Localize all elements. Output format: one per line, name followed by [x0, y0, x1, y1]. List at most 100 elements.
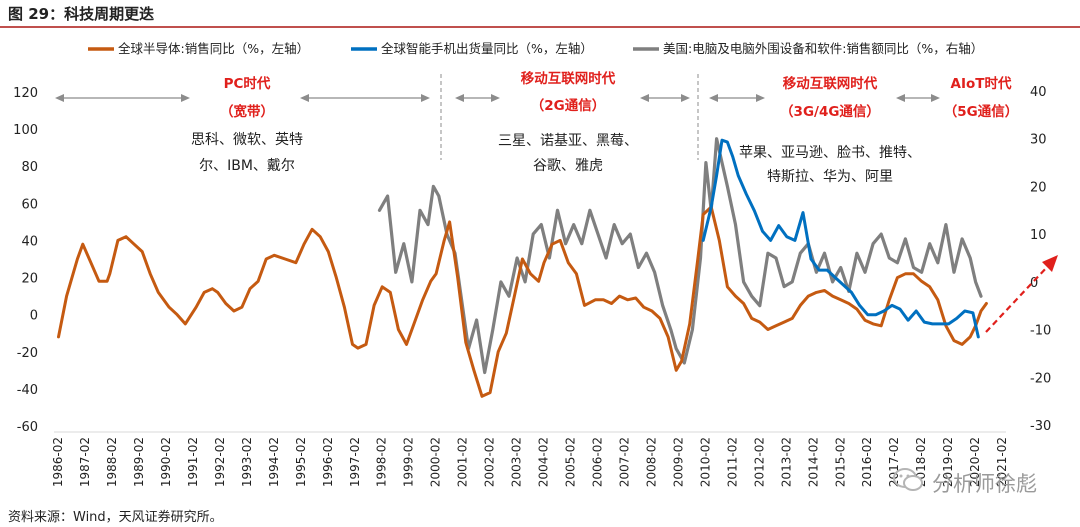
x-tick-28: 2014-02	[806, 437, 820, 487]
y-left-tick-4: 20	[21, 272, 38, 287]
era-subtitle-2: （3G/4G通信）	[780, 103, 880, 120]
y-left-tick-1: -40	[17, 383, 38, 398]
figure-title: 图 29：科技周期更迭	[8, 5, 155, 23]
x-tick-4: 1990-02	[159, 437, 173, 487]
era-annotations: PC时代 （宽带） 思科、微软、英特尔、IBM、戴尔 移动互联网时代 （2G通信） 三星、…	[55, 70, 1018, 185]
series-line-1	[701, 138, 980, 339]
x-tick-31: 2017-02	[887, 437, 901, 487]
trend-arrow-head	[1042, 255, 1058, 272]
era-companies-2-1: 特斯拉、华为、阿里	[767, 169, 893, 185]
era-subtitle-3: （5G通信）	[944, 103, 1018, 120]
era-companies-1-1: 谷歌、雅虎	[533, 158, 603, 174]
axes: -60 -40 -20 0 20 40 60 80 100 120 -30 -20 -10 0 10 20 30…	[13, 85, 1051, 487]
x-tick-19: 2005-02	[564, 437, 578, 487]
y-right-tick-3: 0	[1030, 276, 1038, 291]
era-arrow-3g-left-head-right	[756, 94, 765, 102]
y-left-tick-6: 60	[21, 197, 38, 212]
series-line-0	[57, 205, 988, 398]
x-tick-6: 1992-02	[213, 437, 227, 487]
x-tick-13: 1999-02	[402, 437, 416, 487]
x-tick-26: 2012-02	[752, 437, 766, 487]
y-left-tick-9: 120	[13, 86, 38, 101]
x-tick-25: 2011-02	[725, 437, 739, 487]
era-title-0: PC时代	[224, 75, 271, 92]
era-companies-2-0: 苹果、亚马逊、脸书、推特、	[739, 145, 921, 161]
watermark: 分析师徐彪	[932, 472, 1037, 496]
y-left-tick-2: -20	[17, 346, 38, 361]
era-subtitle-1: （2G通信）	[531, 97, 605, 114]
legend: 全球半导体:销售同比（%，左轴） 全球智能手机出货量同比（%，左轴） 美国:电脑及电…	[88, 41, 983, 56]
era-title-3: AIoT时代	[951, 75, 1012, 92]
era-companies-0-1: 尔、IBM、戴尔	[199, 158, 295, 174]
era-arrow-3g-right-head-left	[896, 94, 905, 102]
x-tick-23: 2009-02	[671, 437, 685, 487]
x-tick-27: 2013-02	[779, 437, 793, 487]
x-tick-10: 1996-02	[321, 437, 335, 487]
y-left-tick-3: 0	[30, 309, 38, 324]
title-divider	[0, 26, 1080, 28]
x-tick-12: 1998-02	[375, 437, 389, 487]
era-title-1: 移动互联网时代	[521, 70, 616, 87]
x-tick-16: 2002-02	[483, 437, 497, 487]
x-tick-2: 1988-02	[105, 437, 119, 487]
x-tick-30: 2016-02	[860, 437, 874, 487]
era-arrow-3g-left-head-left	[709, 94, 718, 102]
x-tick-3: 1989-02	[132, 437, 146, 487]
x-tick-35: 2021-02	[995, 437, 1009, 487]
x-tick-5: 1991-02	[186, 437, 200, 487]
era-arrow-pc-left-head-left	[55, 94, 64, 102]
y-left-tick-0: -60	[17, 420, 38, 435]
x-tick-20: 2006-02	[591, 437, 605, 487]
y-left-tick-5: 40	[21, 234, 38, 249]
era-arrow-3g-right-head-right	[931, 94, 940, 102]
era-arrow-2g-left-head-left	[455, 94, 464, 102]
x-tick-21: 2007-02	[617, 437, 631, 487]
era-title-2: 移动互联网时代	[783, 75, 878, 92]
x-tick-34: 2020-02	[968, 437, 982, 487]
y-left-tick-7: 80	[21, 160, 38, 175]
x-tick-15: 2001-02	[456, 437, 470, 487]
y-right-tick-0: -30	[1030, 419, 1051, 434]
y-right-tick-6: 30	[1030, 133, 1047, 148]
series-lines	[57, 137, 988, 398]
x-tick-17: 2003-02	[510, 437, 524, 487]
y-left-tick-8: 100	[13, 123, 38, 138]
trend-arrow-shaft	[985, 265, 1049, 333]
x-tick-14: 2000-02	[429, 437, 443, 487]
y-right-tick-7: 40	[1030, 85, 1047, 100]
series-line-2	[377, 137, 983, 375]
legend-label-2: 美国:电脑及电脑外围设备和软件:销售额同比（%，右轴）	[663, 41, 983, 56]
x-tick-33: 2019-02	[941, 437, 955, 487]
era-companies-0-0: 思科、微软、英特	[191, 131, 303, 148]
era-arrow-2g-right-head-right	[681, 94, 690, 102]
y-right-tick-5: 20	[1030, 180, 1047, 195]
era-arrow-pc-left-head-right	[181, 94, 190, 102]
era-companies-1-0: 三星、诺基亚、黑莓、	[498, 132, 638, 149]
era-arrow-pc-right-head-left	[300, 94, 309, 102]
legend-label-0: 全球半导体:销售同比（%，左轴）	[118, 41, 309, 56]
wechat-icon	[893, 468, 923, 491]
trend-arrow	[985, 255, 1058, 333]
x-tick-11: 1997-02	[348, 437, 362, 487]
x-tick-0: 1986-02	[51, 437, 65, 487]
x-tick-32: 2018-02	[914, 437, 928, 487]
x-tick-7: 1993-02	[240, 437, 254, 487]
y-right-tick-4: 10	[1030, 228, 1047, 243]
x-tick-22: 2008-02	[644, 437, 658, 487]
x-tick-24: 2010-02	[698, 437, 712, 487]
x-tick-1: 1987-02	[78, 437, 92, 487]
legend-label-1: 全球智能手机出货量同比（%，左轴）	[381, 41, 593, 56]
x-tick-8: 1994-02	[267, 437, 281, 487]
x-tick-9: 1995-02	[294, 437, 308, 487]
y-right-tick-2: -10	[1030, 324, 1051, 339]
x-tick-29: 2015-02	[833, 437, 847, 487]
x-tick-18: 2004-02	[537, 437, 551, 487]
era-arrow-pc-right-head-right	[421, 94, 430, 102]
y-right-tick-1: -20	[1030, 371, 1051, 386]
era-arrow-2g-left-head-right	[491, 94, 500, 102]
era-arrow-2g-right-head-left	[640, 94, 649, 102]
source-note: 资料来源：Wind，天风证券研究所。	[8, 510, 223, 525]
era-subtitle-0: （宽带）	[220, 103, 274, 120]
